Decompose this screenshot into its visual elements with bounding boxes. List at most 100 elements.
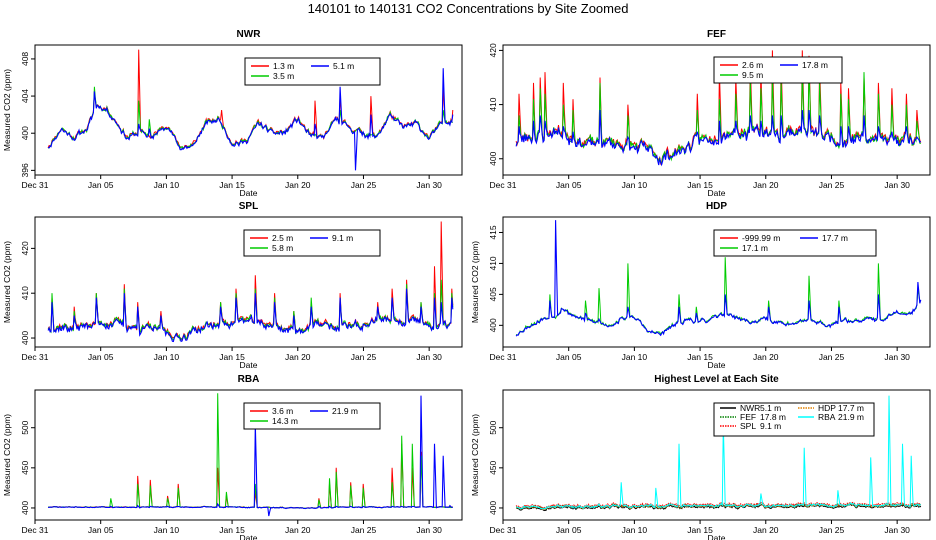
x-tick-label: Jan 25 [351,352,377,362]
x-tick-label: Jan 25 [819,180,845,190]
x-tick-label: Jan 10 [622,352,648,362]
legend-box [244,57,381,86]
legend-label: 2.5 m [272,233,293,243]
y-tick-label: 400 [20,331,30,345]
series-line-blue [47,68,454,171]
chart-panel-nwr: NWR Dec 31 Jan 05 Jan 10 Jan 15 Jan 20 Jan 25 J… [2,29,463,198]
y-tick-label: 400 [20,501,30,515]
series-line-red [48,443,453,509]
legend-height: 17.8 m [760,412,786,422]
y-axis-label: Measured CO2 (ppm) [470,241,480,323]
x-tick-label: Jan 30 [416,180,442,190]
x-tick-label: Jan 10 [622,180,648,190]
x-tick-label: Jan 25 [351,180,377,190]
x-tick-label: Jan 30 [416,525,442,535]
x-tick-label: Dec 31 [22,525,49,535]
plot-area [515,220,922,337]
chart-title: HDP [706,201,727,212]
x-tick-label: Jan 15 [219,352,245,362]
y-tick-label: 400 [488,501,498,515]
x-tick-label: Jan 20 [285,525,311,535]
legend-box [243,229,381,257]
y-axis-label: Measured CO2 (ppm) [2,69,12,151]
legend-label: 14.3 m [272,416,298,426]
legend-label: 9.5 m [742,70,763,80]
x-tick-label: Jan 20 [753,180,779,190]
x-tick-label: Jan 05 [556,180,582,190]
x-tick-label: Jan 20 [285,180,311,190]
legend-label: RBA [818,412,836,422]
x-axis-label: Date [240,188,258,198]
x-tick-label: Jan 25 [351,525,377,535]
legend-label: 21.9 m [332,406,358,416]
x-tick-label: Jan 05 [88,525,114,535]
legend-label: SPL [740,421,756,431]
x-tick-label: Dec 31 [490,525,517,535]
x-axis-label: Date [708,533,726,540]
y-tick-label: 405 [488,287,498,301]
y-tick-label: 400 [488,318,498,332]
plot-frame [34,44,463,176]
x-axis-label: Date [708,360,726,370]
y-tick-label: 420 [20,241,30,255]
legend-height: 9.1 m [760,421,781,431]
plot-frame [34,389,463,521]
series-line-green [47,279,454,342]
chart-title: Highest Level at Each Site [654,374,779,385]
series-line-blue [515,109,922,167]
y-tick-label: 400 [20,126,30,140]
chart-title: RBA [238,374,260,385]
y-tick-label: 415 [488,225,498,239]
x-tick-label: Jan 15 [687,352,713,362]
y-axis-label: Measured CO2 (ppm) [470,414,480,496]
legend: -999.99 m 17.7 m 17.1 m [713,229,877,257]
legend-label: 17.8 m [802,60,828,70]
y-tick-label: 410 [20,286,30,300]
chart-panel-highest: Highest Level at Each Site Dec 31 Jan 05 Ja… [470,374,931,540]
y-axis-label: Measured CO2 (ppm) [2,241,12,323]
chart-panel-fef: FEF Dec 31 Jan 05 Jan 10 Jan 15 Jan 20 Jan 25 J… [488,29,931,198]
x-tick-label: Jan 30 [884,525,910,535]
main-title: 140101 to 140131 CO2 Concentrations by S… [307,1,629,16]
chart-title: SPL [239,201,258,212]
x-axis-label: Date [240,360,258,370]
chart-panel-hdp: HDP Dec 31 Jan 05 Jan 10 Jan 15 Jan 20 Jan 25 J… [470,201,931,370]
legend-height: 21.9 m [838,412,864,422]
x-axis-label: Date [708,188,726,198]
x-tick-label: Jan 10 [154,180,180,190]
plot-frame [502,389,931,521]
legend-height: 5.1 m [760,403,781,413]
legend-label: 1.3 m [273,61,294,71]
x-tick-label: Dec 31 [490,352,517,362]
plot-frame [34,216,463,348]
chart-title: NWR [237,29,262,40]
x-tick-label: Jan 10 [622,525,648,535]
plot-frame [502,44,931,176]
x-tick-label: Jan 25 [819,352,845,362]
series-line-blue [48,395,453,517]
x-tick-label: Dec 31 [22,180,49,190]
series-line-green [515,257,922,336]
y-tick-label: 500 [20,420,30,434]
y-tick-label: 420 [488,43,498,57]
legend-label: 2.6 m [742,60,763,70]
series-line-blue [515,220,922,337]
y-tick-label: 408 [20,52,30,66]
y-tick-label: 450 [20,460,30,474]
x-tick-label: Jan 15 [219,180,245,190]
x-tick-label: Dec 31 [490,180,517,190]
legend-label: 9.1 m [332,233,353,243]
x-tick-label: Jan 15 [687,180,713,190]
plot-area [515,395,922,512]
legend-label: HDP [818,403,836,413]
plot-area [48,393,453,517]
x-tick-label: Jan 30 [884,352,910,362]
x-tick-label: Jan 05 [88,352,114,362]
legend-label: -999.99 m [742,233,780,243]
legend-label: 3.5 m [273,71,294,81]
legend-label: 17.1 m [742,243,768,253]
x-tick-label: Jan 20 [753,352,779,362]
y-tick-label: 404 [20,89,30,103]
y-tick-label: 500 [488,420,498,434]
y-tick-label: 410 [488,256,498,270]
